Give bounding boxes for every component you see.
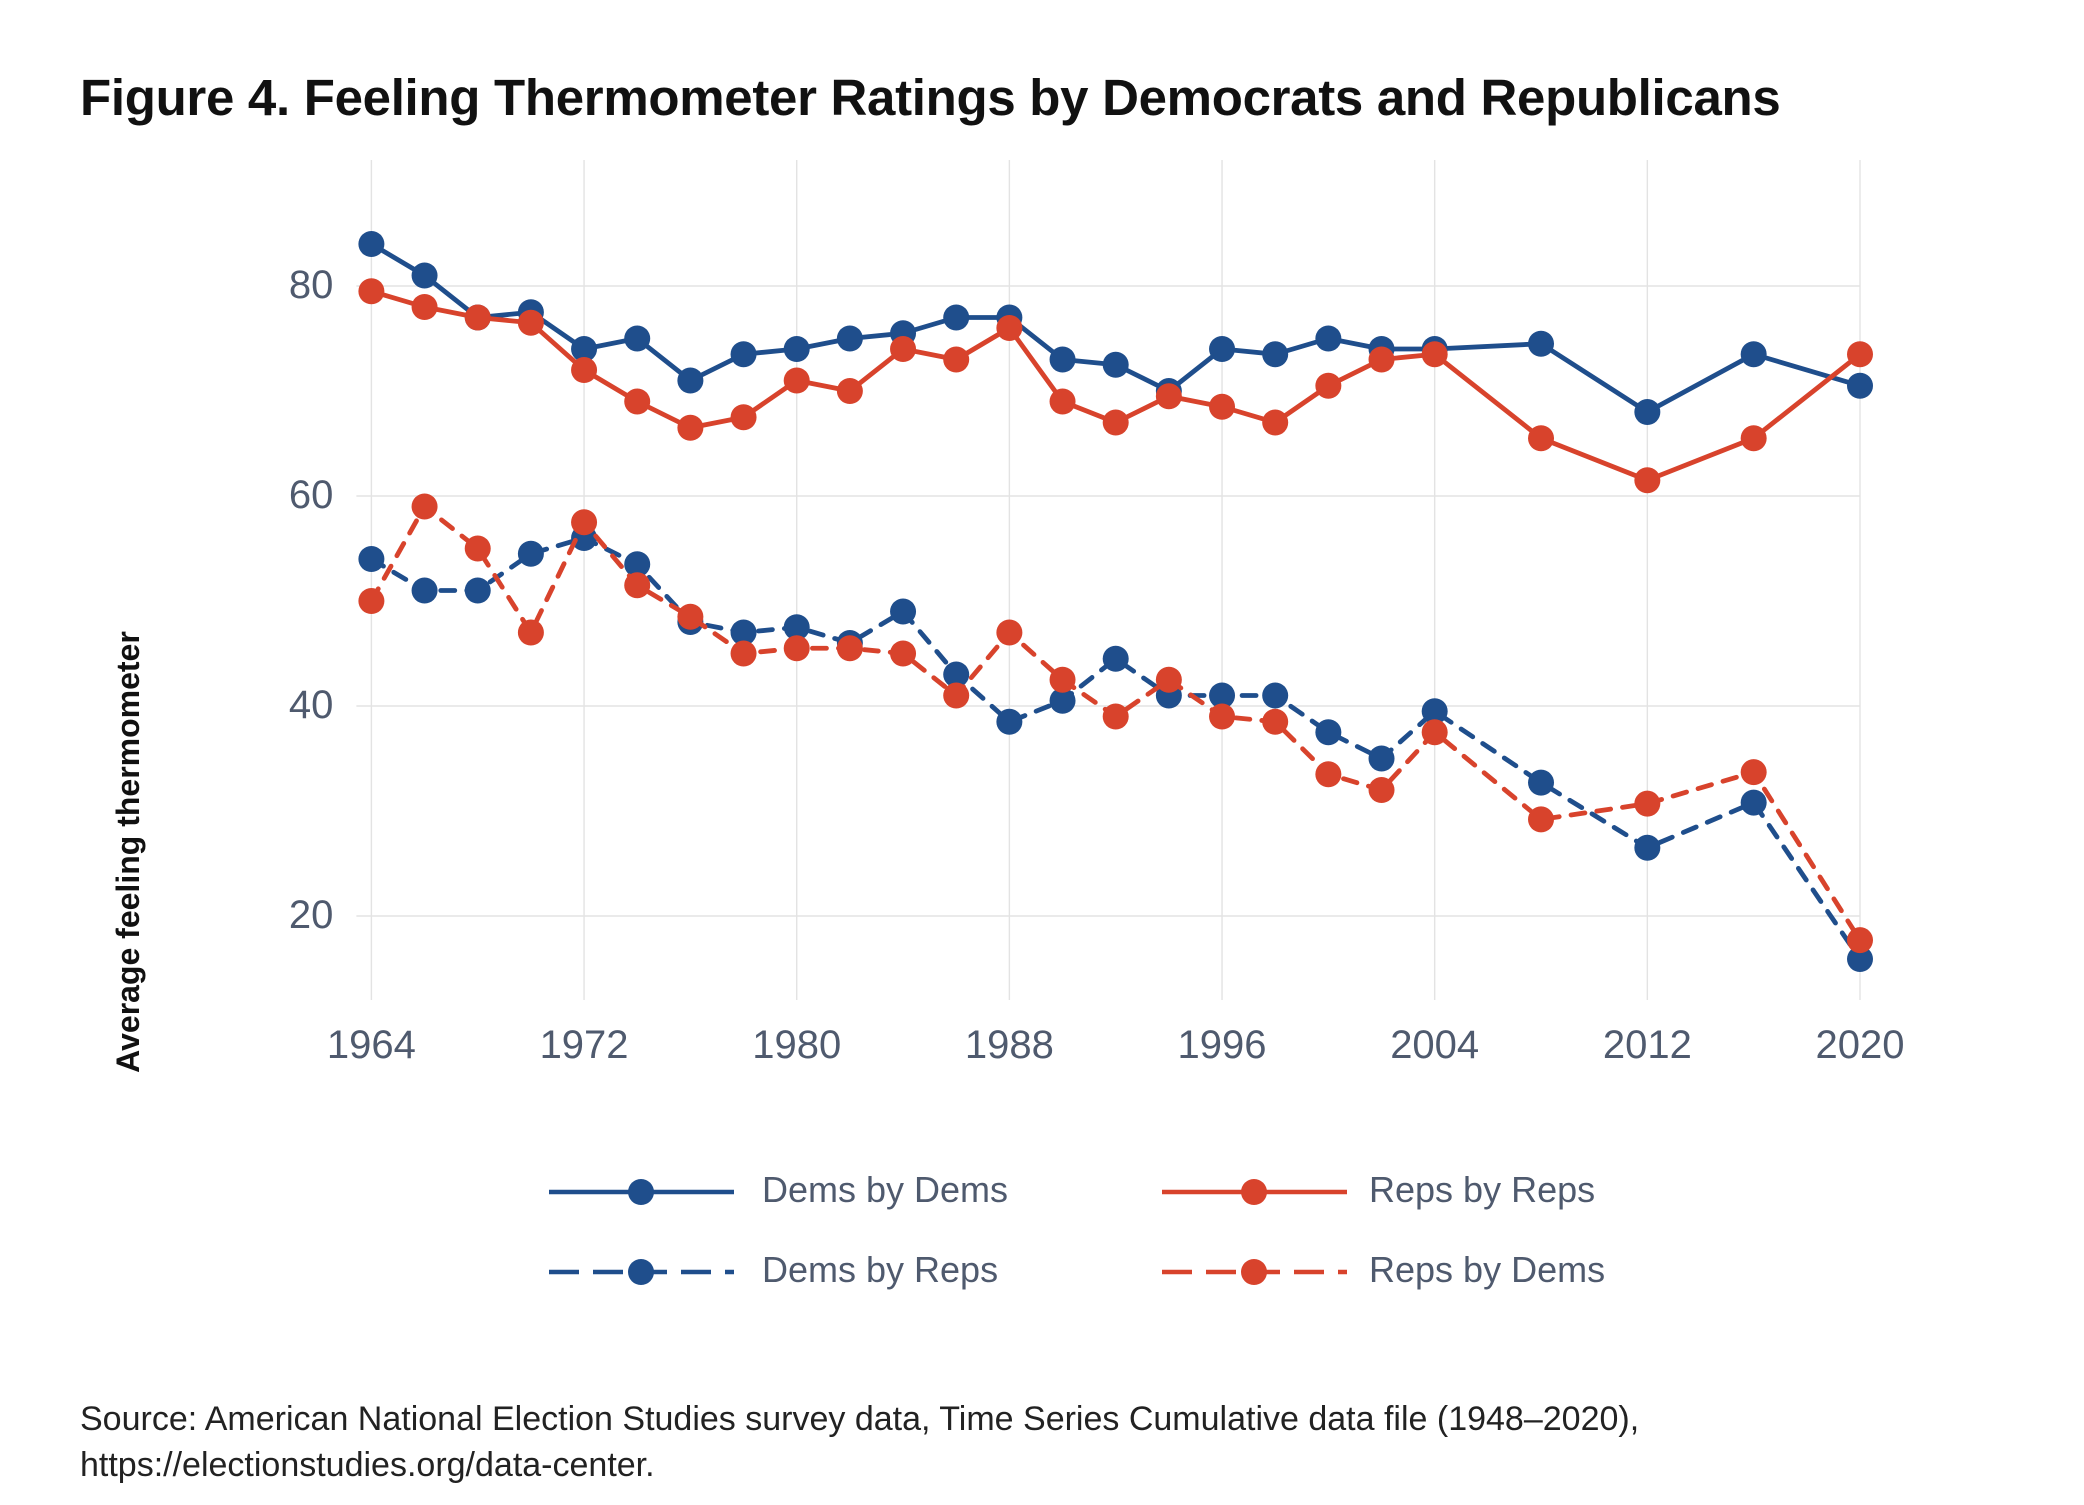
svg-text:1996: 1996 bbox=[1178, 1023, 1267, 1067]
svg-text:Average feeling thermometer: Average feeling thermometer bbox=[110, 631, 146, 1073]
svg-text:1980: 1980 bbox=[752, 1023, 841, 1067]
svg-text:40: 40 bbox=[289, 683, 334, 727]
svg-text:2004: 2004 bbox=[1390, 1023, 1479, 1067]
svg-text:20: 20 bbox=[289, 893, 334, 937]
svg-text:2020: 2020 bbox=[1816, 1023, 1905, 1067]
svg-text:1988: 1988 bbox=[965, 1023, 1054, 1067]
svg-text:2012: 2012 bbox=[1603, 1023, 1692, 1067]
svg-text:60: 60 bbox=[289, 473, 334, 517]
svg-text:80: 80 bbox=[289, 263, 334, 307]
svg-text:1972: 1972 bbox=[540, 1023, 629, 1067]
svg-text:1964: 1964 bbox=[327, 1023, 416, 1067]
